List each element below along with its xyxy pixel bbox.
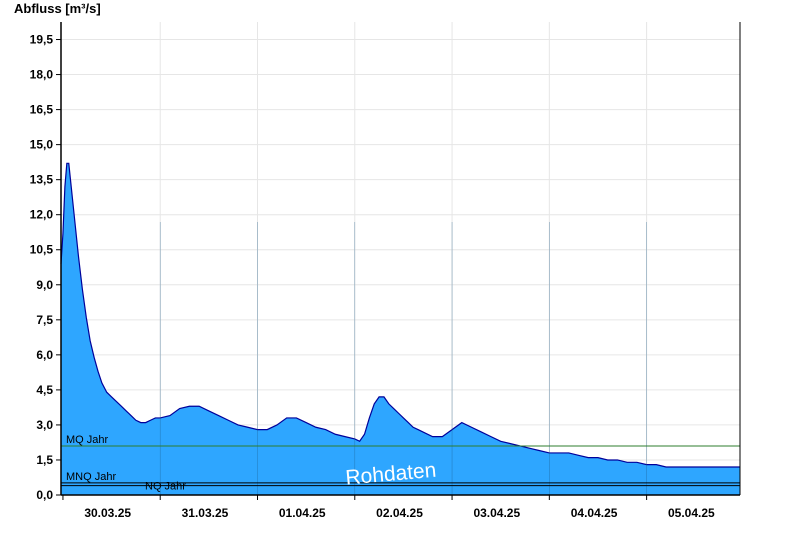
reference-lines: MQ Jahr MNQ Jahr NQ Jahr (61, 434, 740, 493)
ytick-label: 0,0 (36, 488, 53, 502)
ytick-label: 3,0 (36, 418, 53, 432)
ytick-label: 7,5 (36, 313, 53, 327)
discharge-area-series (60, 162, 740, 496)
axes (56, 22, 741, 500)
axis-labels: 0,0 1,5 3,0 4,5 6,0 7,5 9,0 10,5 12,0 13,5 15,0 16,… (30, 33, 715, 520)
ytick-label: 4,5 (36, 383, 53, 397)
xtick-label: 30.03.25 (84, 506, 131, 520)
ytick-label: 12,0 (30, 208, 54, 222)
y-axis-label: Abfluss [m³/s] (14, 1, 101, 16)
xtick-label: 03.04.25 (473, 506, 520, 520)
xtick-label: 02.04.25 (376, 506, 423, 520)
area-outline (60, 162, 740, 468)
reference-line-label: MNQ Jahr (66, 471, 116, 483)
xtick-label: 31.03.25 (182, 506, 229, 520)
ytick-label: 13,5 (30, 173, 54, 187)
ytick-label: 15,0 (30, 138, 54, 152)
ytick-label: 1,5 (36, 453, 53, 467)
xtick-label: 04.04.25 (571, 506, 618, 520)
ytick-label: 16,5 (30, 103, 54, 117)
ytick-label: 18,0 (30, 68, 54, 82)
ytick-label: 19,5 (30, 33, 54, 47)
xtick-label: 05.04.25 (668, 506, 715, 520)
area-fill (61, 163, 740, 496)
xtick-label: 01.04.25 (279, 506, 326, 520)
ytick-label: 10,5 (30, 243, 54, 257)
reference-line-label: NQ Jahr (145, 481, 186, 493)
ytick-label: 9,0 (36, 278, 53, 292)
ytick-label: 6,0 (36, 348, 53, 362)
reference-line-label: MQ Jahr (66, 434, 109, 446)
